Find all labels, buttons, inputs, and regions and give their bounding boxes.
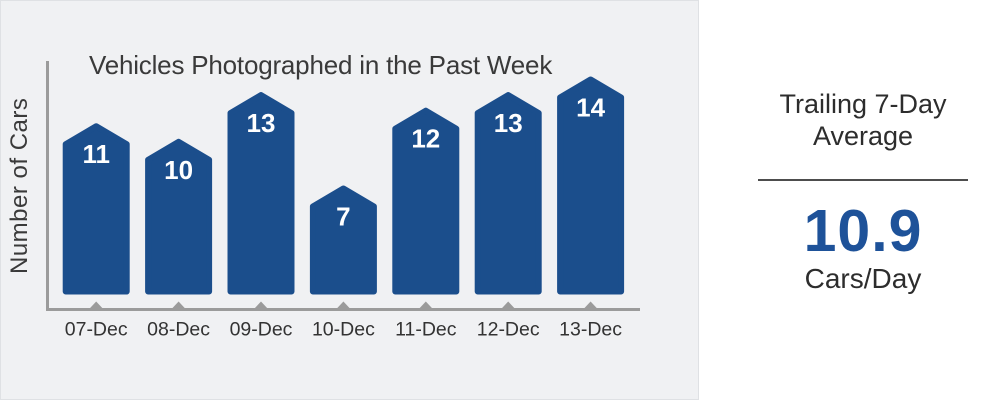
summary-content: Trailing 7-Day Average 10.9 Cars/Day [726,88,1000,295]
x-axis-tick [418,301,434,310]
x-axis-tick [500,301,516,310]
x-axis-tick [88,301,104,310]
summary-title-line1: Trailing 7-Day [779,89,947,119]
chart-panel: Vehicles Photographed in the Past Week N… [0,0,699,400]
x-axis-label: 12-Dec [477,319,540,341]
bar-value-label: 14 [576,93,605,123]
x-axis-label: 07-Dec [65,319,128,341]
bar-value-label: 13 [494,108,523,138]
summary-title: Trailing 7-Day Average [726,88,1000,152]
bar [474,92,542,295]
summary-panel: Trailing 7-Day Average 10.9 Cars/Day [699,0,1000,400]
bar-chart-svg: 11 07-Dec 10 08-Dec 13 09-Dec 7 10-Dec 12 11-Dec 1… [46,61,640,341]
bar-value-label: 11 [82,139,110,169]
x-axis-tick [335,301,351,310]
x-axis-tick [583,301,599,310]
bar [145,138,213,295]
bar-value-label: 7 [336,202,350,232]
x-axis-label: 11-Dec [395,319,457,341]
x-axis-label: 08-Dec [147,319,210,341]
summary-value: 10.9 [803,198,923,264]
bar-value-label: 12 [411,124,440,154]
bar [392,107,460,295]
bar [309,185,377,295]
x-axis-tick [253,301,269,310]
x-axis-label: 09-Dec [230,319,293,341]
bar-value-label: 10 [164,155,193,185]
x-axis-label: 10-Dec [312,319,375,341]
bar-value-label: 13 [247,108,276,138]
x-axis-tick [171,301,187,310]
summary-unit: Cars/Day [804,263,922,294]
bar [62,123,130,295]
x-axis-label: 13-Dec [559,319,622,341]
summary-title-line2: Average [812,121,914,151]
summary-divider [758,179,968,181]
bar [227,92,295,295]
chart-title: Vehicles Photographed in the Past Week [89,50,553,80]
bar [557,76,625,295]
